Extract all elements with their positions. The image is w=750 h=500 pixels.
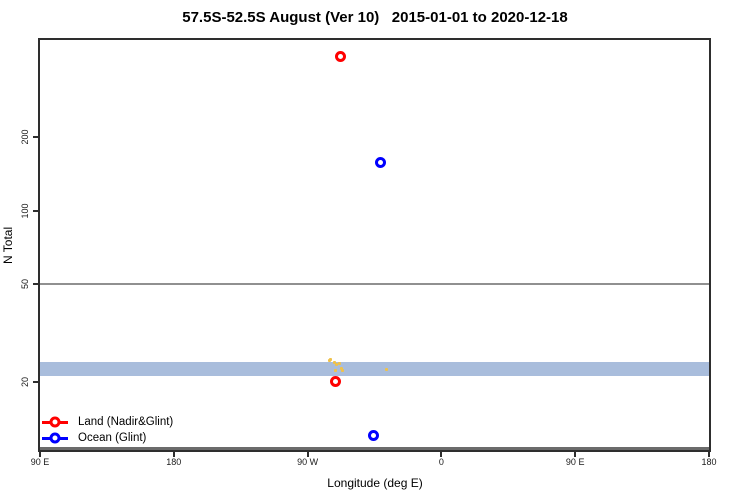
legend-item-ocean: Ocean (Glint) <box>42 430 173 446</box>
y-tick <box>33 136 38 139</box>
speck-marker <box>339 366 343 370</box>
y-tick-label: 100 <box>20 203 30 219</box>
y-tick <box>33 209 38 212</box>
legend: Land (Nadir&Glint) Ocean (Glint) <box>42 414 173 446</box>
speck-marker <box>332 360 336 364</box>
speck-marker <box>333 368 337 372</box>
x-tick <box>440 452 443 457</box>
x-tick <box>574 452 577 457</box>
x-axis-title: Longitude (deg E) <box>327 476 423 490</box>
x-tick-label: 90 W <box>297 457 319 467</box>
legend-item-land: Land (Nadir&Glint) <box>42 414 173 430</box>
speck-marker <box>337 362 341 366</box>
plot-area: Land (Nadir&Glint) Ocean (Glint) <box>38 38 711 452</box>
x-tick-label: 90 E <box>30 457 50 467</box>
chart-title: 57.5S-52.5S August (Ver 10) 2015-01-01 t… <box>182 9 568 26</box>
y-axis-title: N Total <box>1 226 15 264</box>
x-tick <box>708 452 710 457</box>
legend-label-land: Land (Nadir&Glint) <box>78 416 174 428</box>
x-tick <box>306 452 309 457</box>
speck-marker <box>335 363 339 367</box>
y-tick <box>33 380 38 383</box>
data-point-land <box>334 50 346 62</box>
x-tick <box>39 452 41 457</box>
speck-marker <box>385 367 389 371</box>
speck-marker <box>327 359 331 363</box>
y-tick-label: 200 <box>20 129 30 145</box>
x-axis-line <box>40 447 709 450</box>
x-tick-label: 0 <box>438 457 444 467</box>
speck-marker <box>341 369 345 373</box>
reference-line-50 <box>40 283 709 286</box>
x-tick-label: 90 E <box>565 457 585 467</box>
x-tick <box>172 452 175 457</box>
legend-label-ocean: Ocean (Glint) <box>78 432 147 444</box>
data-point-ocean <box>374 156 386 168</box>
legend-marker-land <box>42 416 68 428</box>
data-point-land <box>330 376 342 388</box>
legend-marker-ocean <box>42 432 68 444</box>
highlight-band <box>40 362 709 377</box>
data-point-ocean <box>367 430 379 442</box>
x-tick-label: 180 <box>166 457 182 467</box>
y-tick-label: 50 <box>20 279 30 290</box>
y-tick <box>33 283 38 286</box>
y-tick-label: 20 <box>20 376 30 387</box>
x-tick-label: 180 <box>701 457 717 467</box>
